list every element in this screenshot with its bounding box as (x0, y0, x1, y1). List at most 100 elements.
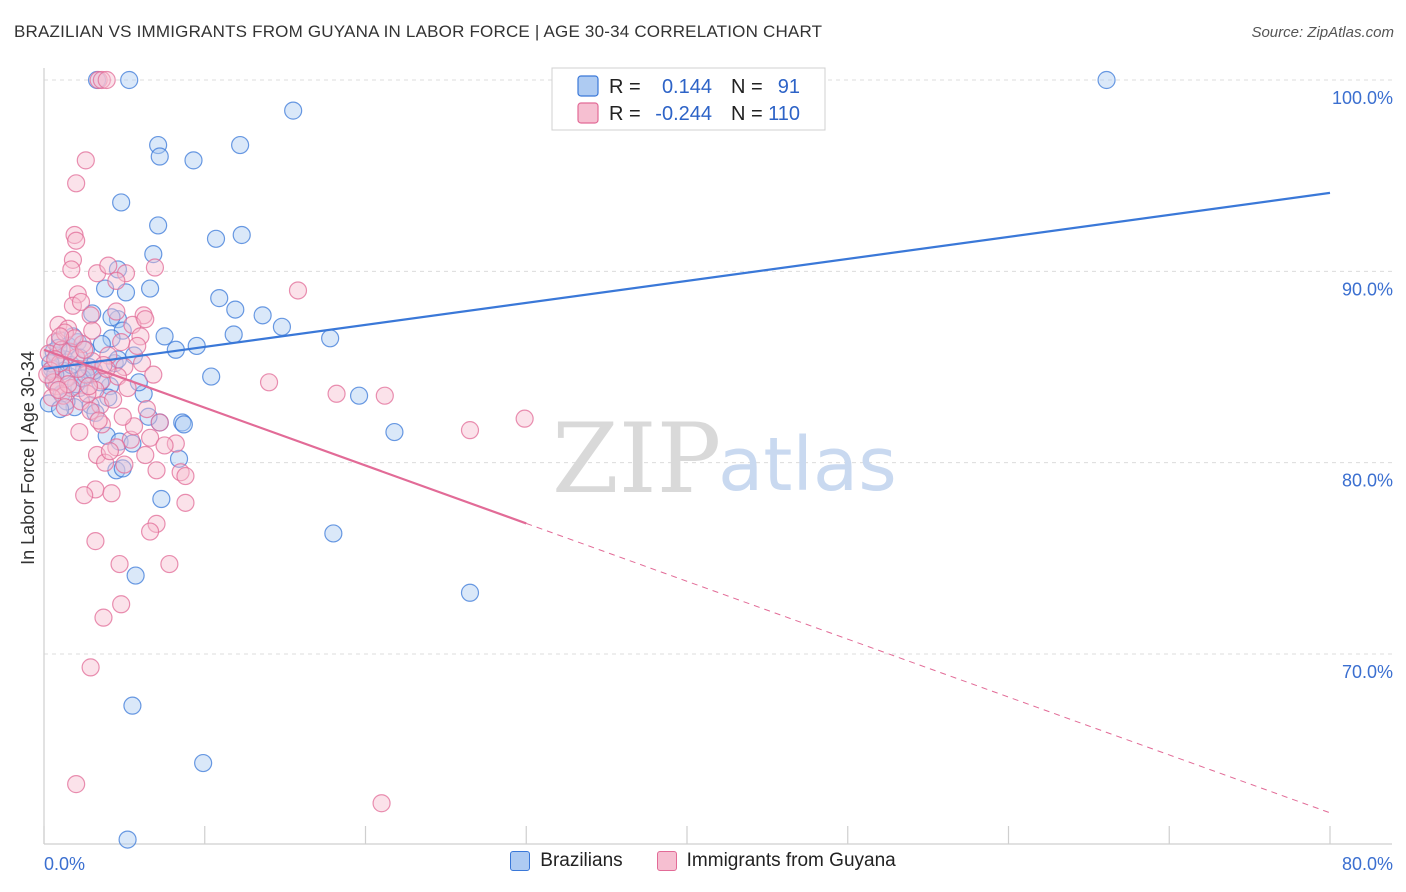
guyana-trend-line (43, 348, 527, 525)
brazilians-point-79 (92, 334, 111, 354)
brazilians-point-60 (169, 449, 189, 468)
brazilians-point-30 (102, 329, 121, 348)
brazilians-point-18 (226, 300, 245, 319)
guyana-point-14 (107, 271, 126, 290)
guyana-point-82 (78, 384, 97, 403)
guyana-point-72 (110, 554, 129, 574)
guyana-point-23 (136, 310, 155, 329)
brazilians-swatch (510, 851, 531, 871)
brazilians-point-8 (112, 193, 131, 212)
guyana-point-65 (102, 484, 121, 503)
brazilians-point-22 (253, 306, 272, 325)
guyana-point-53 (121, 430, 140, 449)
brazilians-point-48 (349, 386, 369, 405)
brazilians-point-67 (123, 696, 142, 715)
guyana-point-63 (176, 466, 195, 486)
guyana-point-103 (79, 377, 99, 396)
guyana-point-60 (115, 455, 134, 474)
guyana-point-109 (112, 333, 131, 352)
brazilians-point-4 (149, 135, 168, 155)
guyana-point-61 (147, 461, 166, 480)
y-tick-label-100: 100.0% (1332, 88, 1393, 108)
brazilians-point-68 (194, 753, 213, 773)
watermark-zip: ZIP (552, 403, 721, 515)
guyana-point-107 (89, 411, 108, 430)
guyana-point-71 (160, 554, 179, 574)
guyana-point-108 (71, 292, 91, 312)
guyana-point-44 (375, 386, 394, 405)
guyana-point-91 (55, 398, 74, 417)
guyana-point-76 (67, 775, 86, 794)
brazilians-point-63 (152, 489, 171, 509)
legend-n-label-1: N = (731, 76, 763, 98)
brazilians-point-10 (206, 229, 226, 248)
guyana-trend-line-extrapolated (526, 522, 1331, 814)
brazilians-point-5 (231, 135, 250, 155)
legend-n-label-2: N = (731, 103, 763, 125)
guyana-point-18 (81, 306, 100, 325)
legend-r-value-2: -0.244 (655, 103, 712, 125)
chart-title: BRAZILIAN VS IMMIGRANTS FROM GUYANA IN L… (14, 22, 823, 41)
guyana-point-49 (137, 399, 156, 419)
guyana-point-90 (38, 365, 57, 384)
guyana-point-75 (81, 658, 100, 677)
brazilians-point-44 (202, 367, 221, 386)
legend-label-guyana: Immigrants from Guyana (686, 850, 896, 871)
guyana-point-98 (49, 380, 68, 400)
guyana-point-45 (54, 386, 73, 405)
guyana-point-96 (59, 375, 78, 394)
brazilians-point-55 (174, 415, 193, 434)
guyana-point-43 (327, 384, 346, 403)
legend-item-guyana: Immigrants from Guyana (656, 850, 896, 872)
brazilians-point-26 (224, 325, 243, 344)
guyana-swatch (656, 851, 677, 871)
legend-box: R = 0.144 N = 91 R = -0.244 N = 110 (551, 67, 826, 131)
brazilians-point-56 (385, 422, 404, 442)
legend-r-label-2: R = (609, 103, 641, 125)
guyana-point-102 (50, 327, 70, 346)
guyana-point-67 (176, 493, 195, 512)
guyana-point-8 (62, 260, 81, 279)
guyana-point-6 (67, 231, 86, 250)
legend-n-value-2: 110 (768, 103, 800, 125)
guyana-point-73 (112, 595, 131, 614)
brazilians-point-9 (149, 216, 168, 235)
legend-swatch-pink (577, 102, 599, 124)
legend-label-brazilians: Brazilians (540, 850, 623, 871)
guyana-point-59 (95, 453, 115, 472)
guyana-point-100 (150, 413, 169, 432)
legend-r-value-1: 0.144 (662, 76, 712, 98)
brazilians-point-12 (144, 245, 163, 264)
legend-item-brazilians: Brazilians (510, 850, 623, 872)
guyana-point-101 (100, 442, 120, 461)
x-tick-label-min: 0.0% (44, 854, 85, 874)
guyana-point-3 (76, 151, 95, 170)
brazilians-trend-line (43, 191, 1331, 371)
guyana-point-89 (70, 422, 89, 442)
brazilians-point-2 (1097, 70, 1116, 90)
y-tick-label-70: 70.0% (1342, 662, 1393, 682)
brazilians-point-69 (118, 830, 137, 849)
guyana-point-2 (97, 70, 116, 90)
guyana-point-66 (75, 486, 94, 505)
guyana-point-92 (113, 407, 132, 426)
guyana-point-70 (86, 532, 105, 551)
trend-lines (43, 191, 1331, 814)
y-tick-label-80: 80.0% (1342, 471, 1393, 491)
legend-r-label-1: R = (609, 76, 641, 98)
brazilians-point-7 (184, 151, 203, 170)
guyana-point-24 (131, 327, 150, 346)
guyana-point-74 (94, 608, 113, 627)
x-tick-label-max: 80.0% (1342, 854, 1393, 874)
guyana-point-95 (128, 336, 147, 356)
guyana-point-17 (107, 302, 126, 321)
brazilians-point-66 (460, 583, 480, 602)
brazilians-point-3 (284, 101, 303, 120)
guyana-point-1 (92, 70, 111, 90)
guyana-point-106 (144, 365, 163, 384)
brazilians-point-21 (102, 308, 121, 327)
guyana-point-15 (288, 281, 308, 300)
brazilians-point-11 (232, 225, 251, 245)
brazilians-point-90 (139, 407, 158, 426)
